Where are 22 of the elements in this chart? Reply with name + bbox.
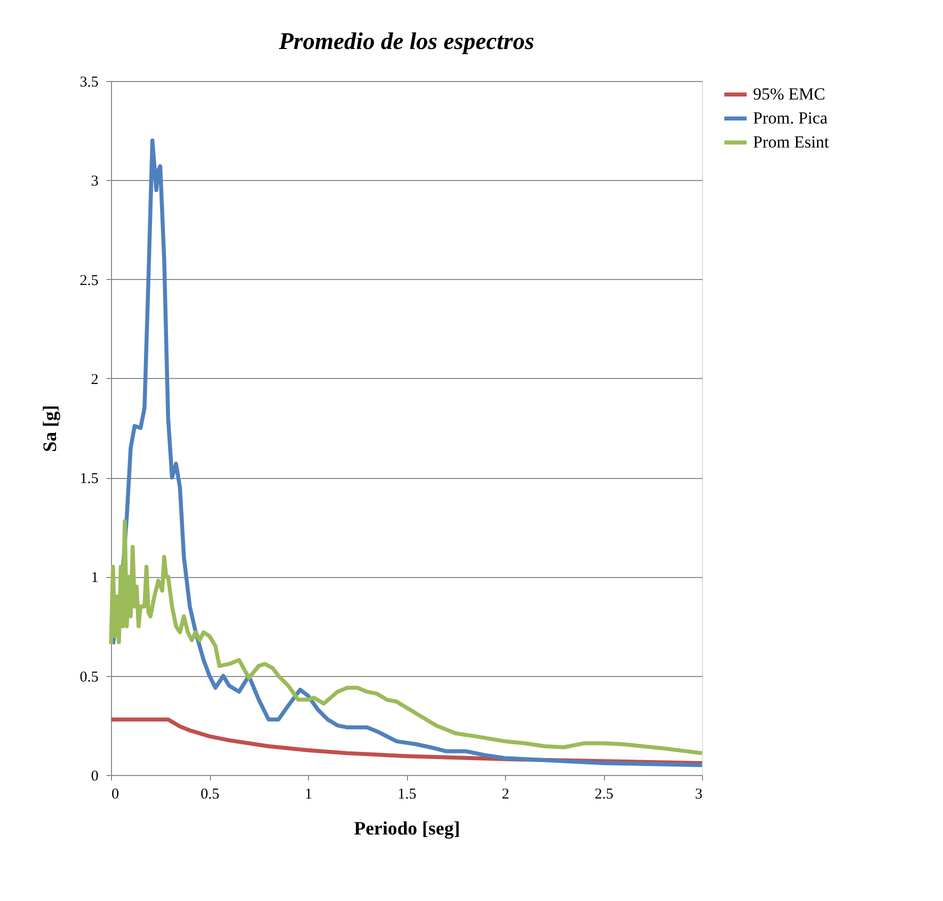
x-tick-label: 3 xyxy=(695,786,702,802)
y-tick-label: 3 xyxy=(91,174,98,190)
x-tick-label: 0 xyxy=(112,786,119,802)
legend-label: Prom. Pica xyxy=(753,108,828,128)
y-tick-label: 2 xyxy=(91,372,98,388)
legend-label: Prom Esint xyxy=(753,132,830,152)
y-tick-label: 2.5 xyxy=(80,272,98,289)
x-tick-label: 1.5 xyxy=(398,786,416,802)
legend-label: 95% EMC xyxy=(753,84,826,104)
y-tick-label: 0 xyxy=(91,768,98,784)
y-tick-label: 3.5 xyxy=(80,74,98,90)
y-tick-label: 1.5 xyxy=(80,471,98,488)
x-axis-title: Periodo [seg] xyxy=(354,818,460,840)
y-tick-label: 0.5 xyxy=(80,669,98,686)
x-tick-label: 1 xyxy=(304,786,312,802)
y-tick-label: 1 xyxy=(91,570,98,586)
y-axis-title: Sa [g] xyxy=(40,405,61,452)
x-tick-label: 0.5 xyxy=(200,786,220,802)
x-tick-label: 2 xyxy=(502,786,510,802)
chart-title: Promedio de los espectros xyxy=(278,29,534,55)
x-tick-label: 2.5 xyxy=(594,786,614,802)
line-series xyxy=(109,519,704,756)
